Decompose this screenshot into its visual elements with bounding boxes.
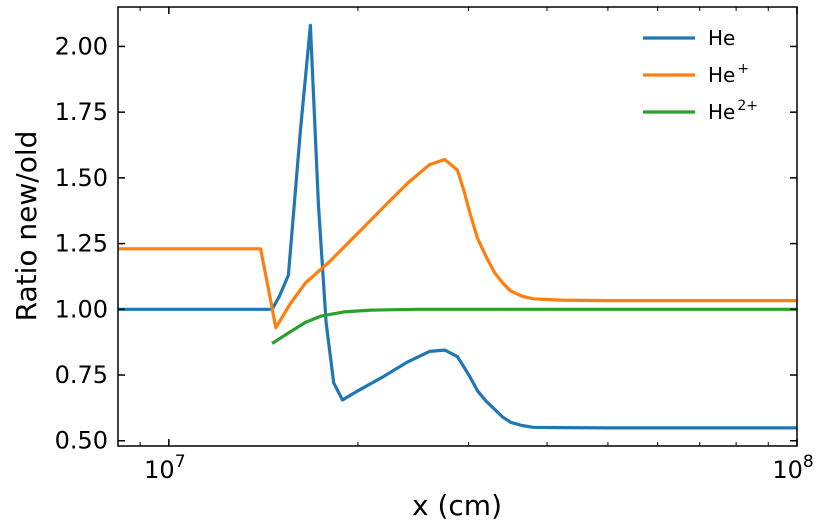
series-line-0	[118, 23, 797, 430]
y-tick-label: 2.00	[55, 32, 108, 60]
plot-frame	[117, 6, 798, 447]
y-tick-label: 0.75	[55, 361, 108, 389]
y-axis: 0.50 0.75 1.00 1.25 1.50 1.75 2.00	[55, 32, 797, 455]
y-tick-label: 0.50	[55, 427, 108, 455]
x-tick-label: 108	[772, 452, 813, 484]
plot-lines	[118, 23, 797, 430]
y-axis-label: Ratio new/old	[10, 131, 43, 322]
series-line-2	[271, 307, 797, 345]
x-axis-label: x (cm)	[412, 489, 502, 522]
y-tick-label: 1.00	[55, 295, 108, 323]
legend-label: He +	[708, 61, 749, 87]
minor-ticks	[139, 7, 769, 446]
legend-label: He 2+	[708, 98, 758, 124]
y-tick-label: 1.25	[55, 230, 108, 258]
series-line-1	[118, 157, 797, 330]
legend: He He + He 2+	[643, 26, 758, 124]
legend-label: He	[708, 26, 735, 50]
x-tick-label: 107	[144, 452, 185, 484]
y-tick-label: 1.50	[55, 164, 108, 192]
y-tick-label: 1.75	[55, 98, 108, 126]
